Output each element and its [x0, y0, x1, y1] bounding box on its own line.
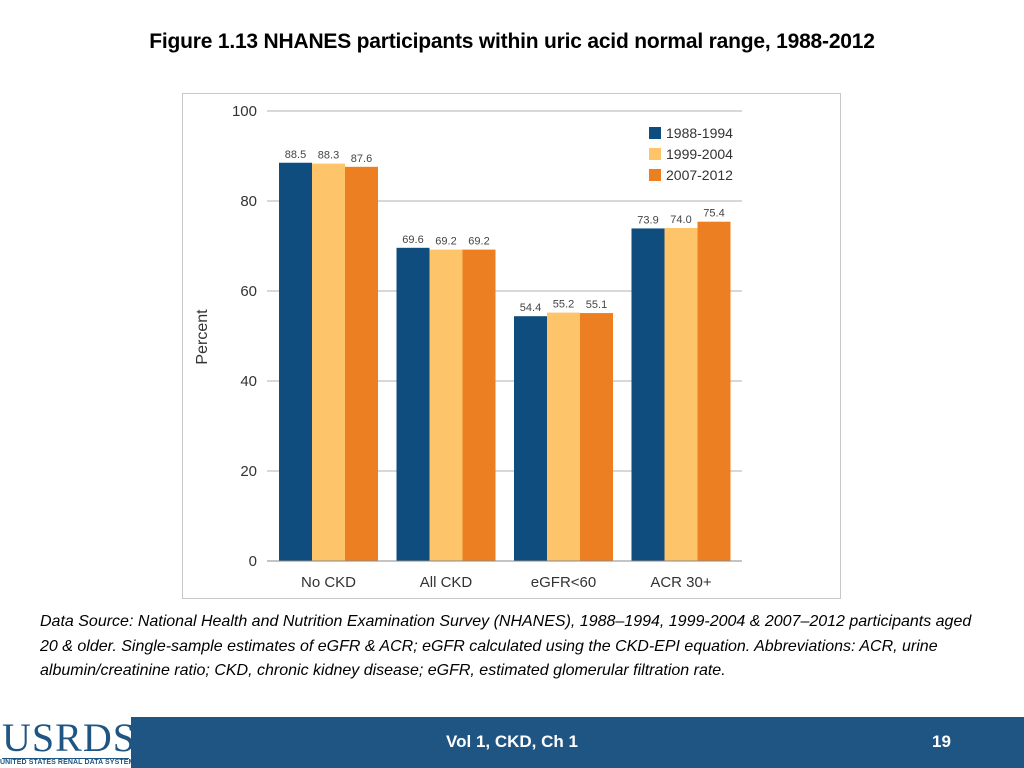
- x-tick-label: eGFR<60: [531, 574, 596, 591]
- y-tick-label: 80: [240, 193, 257, 210]
- usrds-logo-subtext: UNITED STATES RENAL DATA SYSTEM: [0, 759, 135, 766]
- x-tick-label: All CKD: [420, 574, 473, 591]
- data-label: 74.0: [670, 214, 691, 226]
- chart-frame: 0 20 40 60 80 100 Percent 88.5 88.3 87.6 No CKD 69.…: [182, 93, 841, 599]
- page-number: 19: [932, 732, 951, 751]
- legend-swatch-2007-2012: [649, 169, 661, 181]
- legend-swatch-1988-1994: [649, 127, 661, 139]
- y-axis-label: Percent: [194, 309, 211, 365]
- footer-bar: USRDS UNITED STATES RENAL DATA SYSTEM Vo…: [0, 715, 1024, 768]
- page-title: Figure 1.13 NHANES participants within u…: [149, 30, 875, 53]
- bar-1999-2004-No CKD: [312, 163, 345, 561]
- y-tick-label: 100: [232, 103, 257, 120]
- x-tick-label: ACR 30+: [650, 574, 712, 591]
- bar-2007-2012-All CKD: [462, 249, 496, 561]
- legend-swatch-1999-2004: [649, 148, 661, 160]
- bar-1988-1994-No CKD: [279, 162, 312, 561]
- data-label: 88.5: [285, 149, 306, 161]
- data-source-footnote: Data Source: National Health and Nutriti…: [40, 613, 972, 679]
- data-label: 75.4: [703, 208, 724, 220]
- legend-label: 1999-2004: [666, 146, 733, 162]
- logo-rule: [2, 758, 129, 759]
- y-tick-label: 0: [249, 553, 257, 570]
- bar-chart: 0 20 40 60 80 100 Percent 88.5 88.3 87.6 No CKD 69.…: [194, 103, 742, 591]
- data-label: 69.6: [402, 234, 423, 246]
- legend-label: 2007-2012: [666, 167, 733, 183]
- bar-1988-1994-eGFR<60: [514, 316, 547, 561]
- y-tick-label: 20: [240, 463, 257, 480]
- data-label: 54.4: [520, 302, 541, 314]
- data-label: 88.3: [318, 150, 339, 162]
- bar-2007-2012-eGFR<60: [580, 313, 613, 561]
- bar-2007-2012-ACR 30+: [697, 221, 731, 561]
- bar-1999-2004-eGFR<60: [547, 312, 580, 561]
- usrds-logo-text: USRDS: [2, 715, 136, 760]
- bar-1988-1994-All CKD: [396, 247, 430, 562]
- data-label: 69.2: [435, 236, 456, 248]
- usrds-logo: USRDS UNITED STATES RENAL DATA SYSTEM: [0, 715, 136, 768]
- footer-volume-label: Vol 1, CKD, Ch 1: [446, 732, 578, 751]
- bar-1999-2004-ACR 30+: [664, 228, 698, 561]
- x-tick-label: No CKD: [301, 574, 356, 591]
- y-tick-label: 40: [240, 373, 257, 390]
- data-label: 55.2: [553, 299, 574, 311]
- bar-2007-2012-No CKD: [345, 166, 378, 562]
- bar-1988-1994-ACR 30+: [631, 228, 665, 561]
- data-label: 73.9: [637, 214, 658, 226]
- y-tick-label: 60: [240, 283, 257, 300]
- data-label: 87.6: [351, 153, 372, 165]
- bar-1999-2004-All CKD: [429, 249, 463, 561]
- data-label: 69.2: [468, 236, 489, 248]
- data-label: 55.1: [586, 299, 607, 311]
- legend-label: 1988-1994: [666, 125, 733, 141]
